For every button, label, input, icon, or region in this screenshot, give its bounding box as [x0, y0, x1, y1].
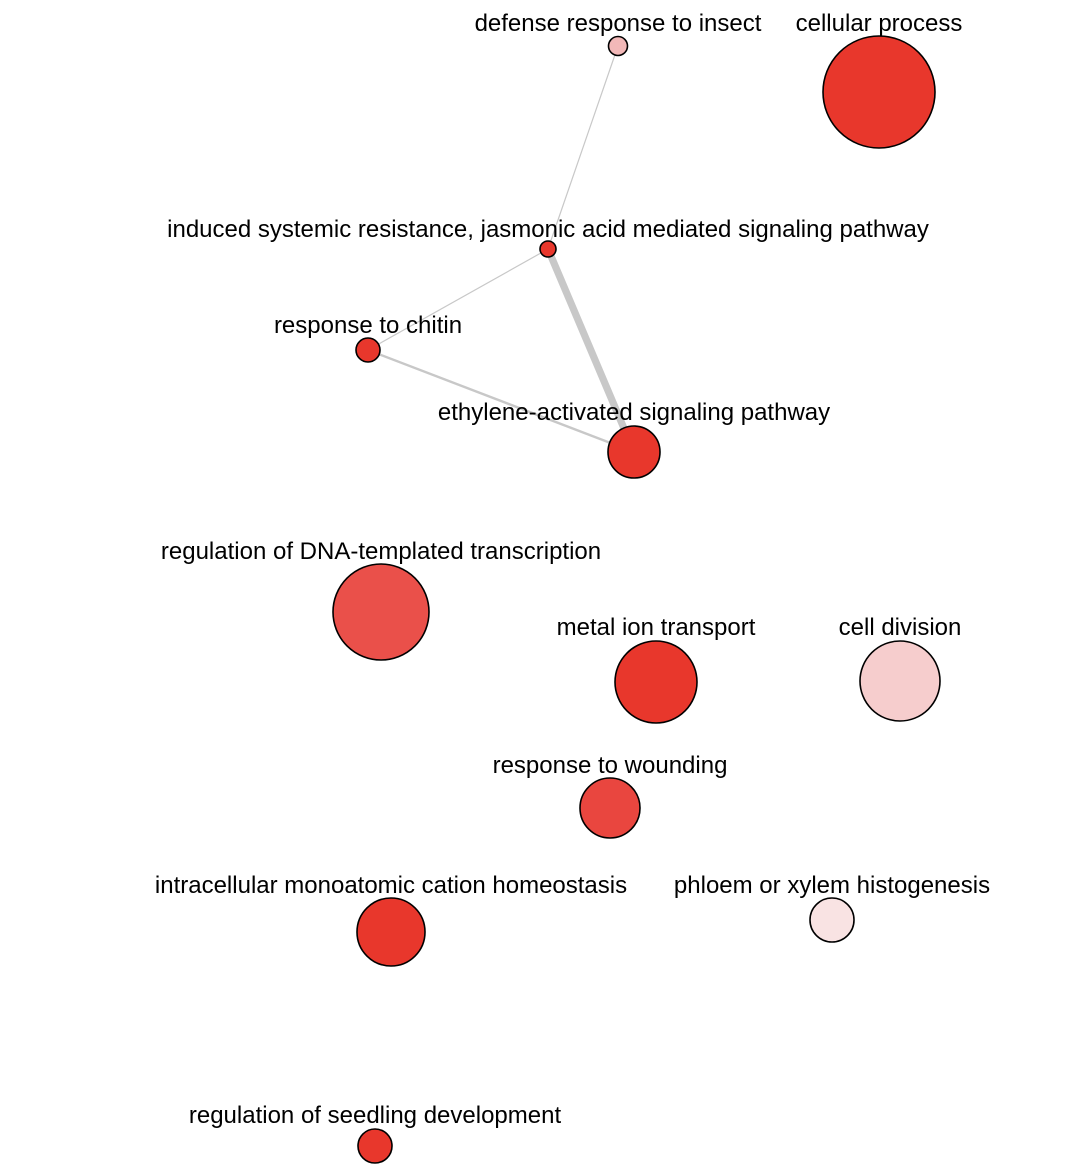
edge-isr_ja-ethylene — [544, 245, 638, 456]
node-layer — [332, 35, 941, 1164]
node-metal-ion[interactable] — [614, 640, 698, 724]
node-defense-insect[interactable] — [607, 35, 629, 57]
node-phloem-xylem[interactable] — [809, 897, 855, 943]
node-label-cellular-process: cellular process — [796, 10, 963, 37]
node-label-cation-homeostasis: intracellular monoatomic cation homeosta… — [155, 872, 627, 899]
node-ethylene[interactable] — [607, 425, 661, 479]
node-label-seedling: regulation of seedling development — [189, 1102, 562, 1129]
edge-layer — [366, 45, 638, 456]
edge-chitin-ethylene — [366, 348, 636, 454]
node-label-dna-transcription: regulation of DNA-templated transcriptio… — [161, 538, 601, 565]
node-label-cell-division: cell division — [839, 614, 962, 641]
label-layer: defense response to insect cellular proce… — [155, 10, 990, 1129]
node-isr-ja[interactable] — [539, 240, 557, 258]
node-label-wounding: response to wounding — [493, 752, 728, 779]
node-label-chitin: response to chitin — [274, 312, 462, 339]
node-label-defense-insect: defense response to insect — [475, 10, 762, 37]
edge-defense_insect-isr_ja — [547, 45, 619, 250]
node-wounding[interactable] — [579, 777, 641, 839]
node-cation-homeostasis[interactable] — [356, 897, 426, 967]
node-label-ethylene: ethylene-activated signaling pathway — [438, 399, 830, 426]
node-cell-division[interactable] — [859, 640, 941, 722]
node-label-metal-ion: metal ion transport — [557, 614, 756, 641]
edge-isr_ja-chitin — [367, 248, 549, 351]
node-label-phloem-xylem: phloem or xylem histogenesis — [674, 872, 990, 899]
node-cellular-process[interactable] — [822, 35, 936, 149]
node-label-isr-ja: induced systemic resistance, jasmonic ac… — [167, 216, 929, 243]
node-dna-transcription[interactable] — [332, 563, 430, 661]
node-seedling[interactable] — [357, 1128, 393, 1164]
node-chitin[interactable] — [355, 337, 381, 363]
